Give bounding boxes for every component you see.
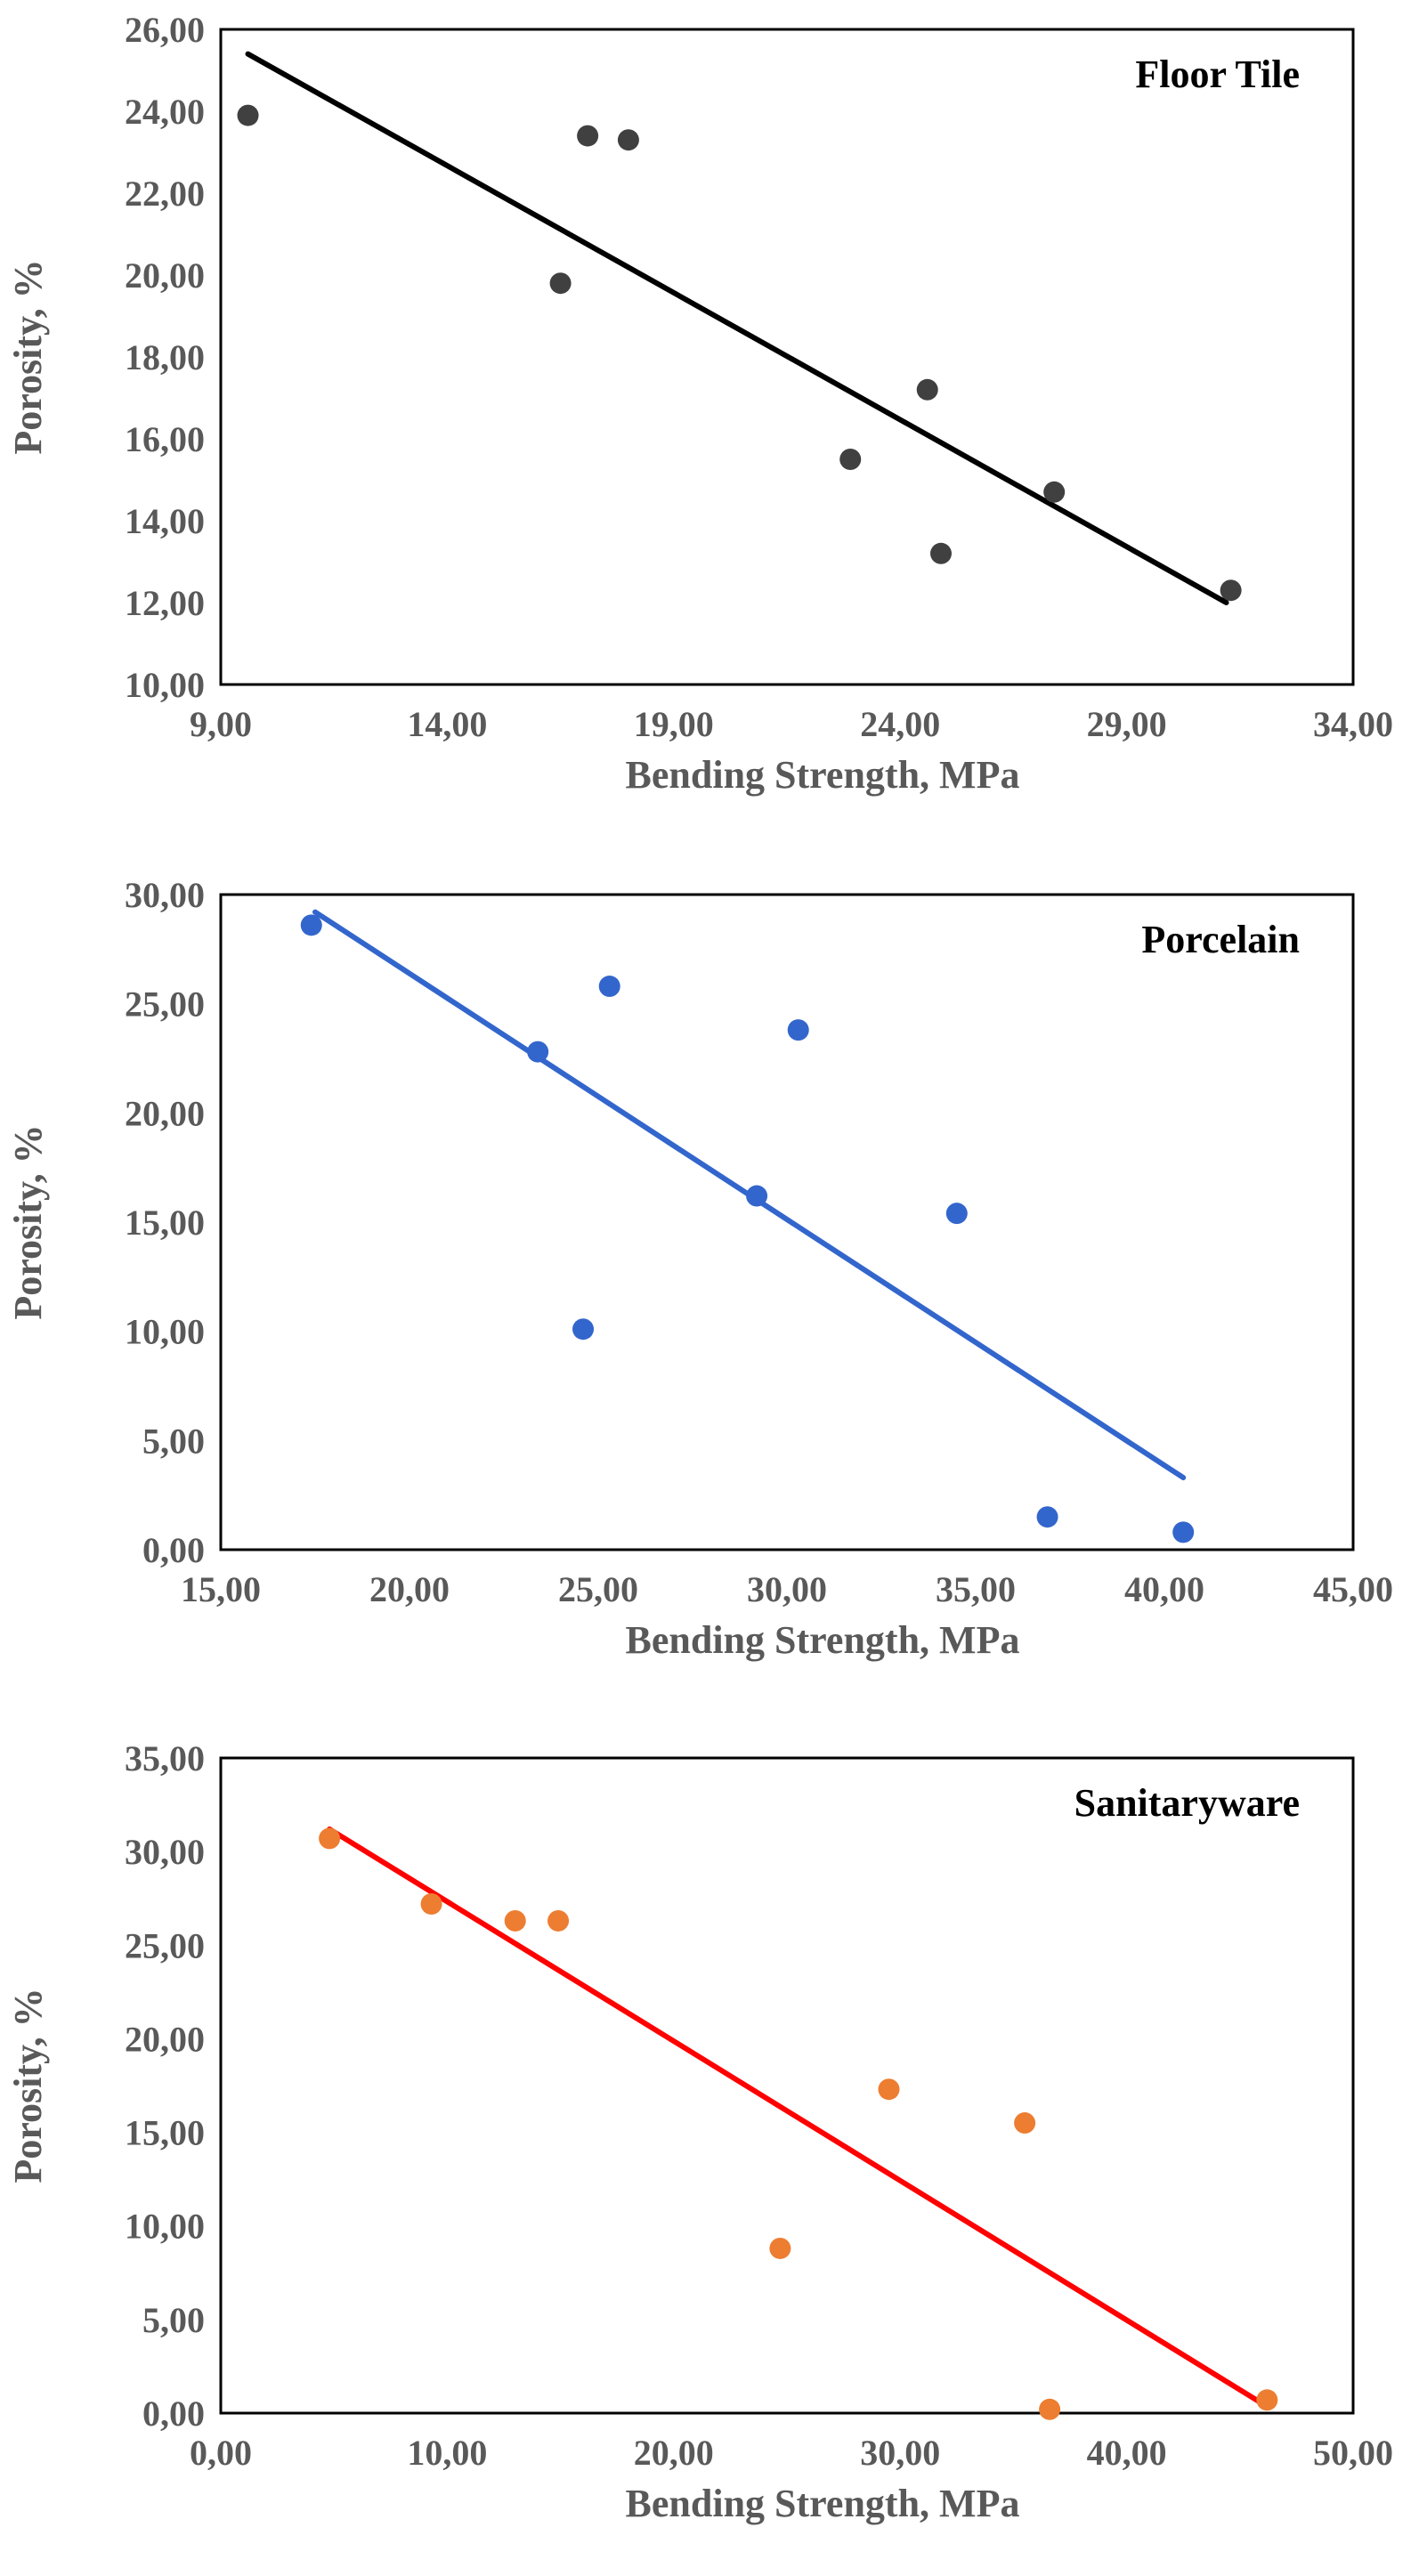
x-tick-label: 30,00 bbox=[860, 2433, 940, 2473]
x-axis-title: Bending Strength, MPa bbox=[626, 1618, 1020, 1662]
plot-frame bbox=[219, 1756, 1355, 2415]
chart-panel-2: 0,00 10,00 20,00 30,00 40,00 50,00 0,00 5,00 10,… bbox=[6, 1738, 1393, 2525]
data-point bbox=[746, 1185, 768, 1207]
data-point bbox=[878, 2078, 900, 2101]
data-point bbox=[916, 378, 938, 401]
y-tick-label: 15,00 bbox=[125, 2113, 205, 2153]
x-tick-label: 14,00 bbox=[407, 704, 487, 744]
x-tick-label: 19,00 bbox=[634, 704, 714, 744]
data-point bbox=[1043, 481, 1066, 503]
x-tick-label: 30,00 bbox=[747, 1569, 827, 1609]
x-tick-label: 29,00 bbox=[1087, 704, 1167, 744]
data-point bbox=[504, 1909, 526, 1932]
data-point bbox=[769, 2237, 791, 2259]
y-axis-title: Porosity, % bbox=[6, 259, 50, 454]
x-axis-title: Bending Strength, MPa bbox=[626, 753, 1020, 797]
x-tick-label: 45,00 bbox=[1313, 1569, 1393, 1609]
y-tick-label: 25,00 bbox=[125, 984, 205, 1025]
x-tick-label: 40,00 bbox=[1087, 2433, 1167, 2473]
x-tick-label: 25,00 bbox=[558, 1569, 638, 1609]
x-tick-label: 20,00 bbox=[369, 1569, 450, 1609]
data-point bbox=[1039, 2398, 1061, 2420]
data-point bbox=[945, 1203, 968, 1225]
y-tick-label: 20,00 bbox=[125, 255, 205, 296]
chart-panel-1: 15,00 20,00 25,00 30,00 35,00 40,00 45,00 0,00 5… bbox=[6, 875, 1393, 1662]
data-point bbox=[300, 914, 322, 936]
data-point bbox=[547, 1909, 570, 1932]
chart-title: Floor Tile bbox=[1135, 53, 1300, 96]
chart-panel-0: 9,00 14,00 19,00 24,00 29,00 34,00 10,00 12,00 1… bbox=[6, 10, 1393, 797]
data-point bbox=[1036, 1506, 1058, 1528]
y-tick-label: 18,00 bbox=[125, 337, 205, 377]
data-point bbox=[420, 1893, 442, 1916]
y-tick-label: 14,00 bbox=[125, 501, 205, 541]
x-tick-label: 10,00 bbox=[407, 2433, 487, 2473]
y-tick-label: 30,00 bbox=[125, 875, 205, 915]
chart-title: Porcelain bbox=[1141, 918, 1300, 961]
x-tick-label: 15,00 bbox=[181, 1569, 261, 1609]
y-tick-label: 10,00 bbox=[125, 665, 205, 705]
data-point bbox=[237, 104, 259, 126]
x-tick-label: 0,00 bbox=[190, 2433, 252, 2473]
plot-frame bbox=[219, 28, 1355, 686]
data-point bbox=[1220, 579, 1242, 602]
y-tick-label: 16,00 bbox=[125, 419, 205, 459]
y-tick-label: 26,00 bbox=[125, 10, 205, 50]
y-tick-label: 15,00 bbox=[125, 1203, 205, 1243]
y-tick-label: 20,00 bbox=[125, 2019, 205, 2059]
data-point bbox=[319, 1827, 341, 1850]
y-tick-label: 10,00 bbox=[125, 1312, 205, 1352]
data-point bbox=[839, 449, 862, 470]
data-point bbox=[1172, 1521, 1195, 1543]
x-tick-label: 50,00 bbox=[1313, 2433, 1393, 2473]
trend-line bbox=[245, 51, 1229, 605]
x-tick-label: 24,00 bbox=[860, 704, 940, 744]
x-tick-label: 35,00 bbox=[936, 1569, 1016, 1609]
data-point bbox=[577, 125, 599, 147]
data-point bbox=[1014, 2112, 1036, 2135]
data-point bbox=[787, 1019, 809, 1041]
x-axis-title: Bending Strength, MPa bbox=[626, 2482, 1020, 2525]
plot-frame bbox=[219, 893, 1355, 1551]
y-tick-label: 10,00 bbox=[125, 2207, 205, 2247]
x-tick-label: 40,00 bbox=[1124, 1569, 1204, 1609]
y-tick-label: 25,00 bbox=[125, 1925, 205, 1965]
y-tick-label: 5,00 bbox=[142, 1421, 205, 1461]
y-tick-label: 0,00 bbox=[142, 1530, 205, 1570]
data-point bbox=[549, 272, 572, 295]
y-tick-label: 20,00 bbox=[125, 1093, 205, 1133]
y-tick-label: 12,00 bbox=[125, 583, 205, 623]
trend-line bbox=[327, 1826, 1266, 2407]
data-point bbox=[527, 1041, 549, 1063]
y-tick-label: 5,00 bbox=[142, 2300, 205, 2340]
x-tick-label: 34,00 bbox=[1313, 704, 1393, 744]
y-axis-title: Porosity, % bbox=[6, 1124, 50, 1319]
chart-title: Sanitaryware bbox=[1074, 1781, 1300, 1825]
y-tick-label: 0,00 bbox=[142, 2394, 205, 2434]
x-tick-label: 9,00 bbox=[190, 704, 252, 744]
y-tick-label: 22,00 bbox=[125, 174, 205, 214]
data-point bbox=[1256, 2389, 1278, 2411]
y-tick-label: 35,00 bbox=[125, 1738, 205, 1778]
x-tick-label: 20,00 bbox=[634, 2433, 714, 2473]
data-point bbox=[929, 542, 952, 564]
y-axis-title: Porosity, % bbox=[6, 1988, 50, 2183]
y-tick-label: 30,00 bbox=[125, 1832, 205, 1872]
y-tick-label: 24,00 bbox=[125, 92, 205, 132]
data-point bbox=[598, 976, 620, 998]
data-point bbox=[617, 129, 639, 151]
data-point bbox=[572, 1318, 595, 1341]
